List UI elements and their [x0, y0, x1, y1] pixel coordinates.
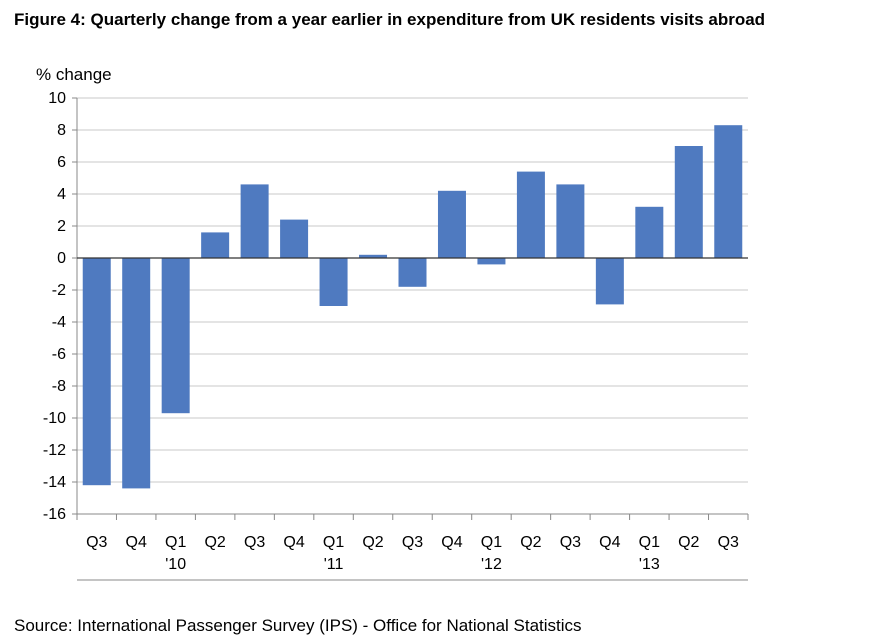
x-tick-label: Q1	[165, 534, 186, 551]
x-tick-label: Q2	[362, 534, 383, 551]
x-tick-label: Q3	[718, 534, 739, 551]
y-tick-label: 8	[57, 122, 66, 139]
x-year-label: '11	[324, 556, 344, 573]
bar	[398, 258, 427, 287]
y-tick-label: 10	[48, 90, 66, 107]
bar	[82, 258, 111, 486]
y-tick-label: 6	[57, 154, 66, 171]
x-tick-label: Q1	[639, 534, 660, 551]
x-tick-label: Q3	[244, 534, 265, 551]
x-tick-label: Q4	[441, 534, 462, 551]
source-note: Source: International Passenger Survey (…	[14, 616, 582, 635]
bar	[477, 258, 506, 265]
x-tick-label: Q3	[86, 534, 107, 551]
y-tick-label: -4	[52, 314, 66, 331]
bar	[201, 232, 230, 258]
x-tick-label: Q1	[481, 534, 502, 551]
bar	[516, 171, 545, 258]
y-tick-label: -12	[43, 442, 66, 459]
x-tick-labels: Q3 Q4 Q1 '10 Q2 Q3 Q4 Q1 '11 Q2 Q3 Q4 Q1 '12 Q2 Q3 Q4 Q1 '…	[86, 534, 739, 573]
y-tick-label: 2	[57, 218, 66, 235]
bar	[635, 206, 664, 258]
y-tick-label: -6	[52, 346, 66, 363]
bar	[122, 258, 151, 489]
x-year-label: '12	[481, 556, 502, 573]
bars	[82, 125, 743, 489]
x-tick-label: Q2	[204, 534, 225, 551]
x-tick-label: Q2	[520, 534, 541, 551]
x-tick-label: Q4	[599, 534, 620, 551]
y-tick-label: -16	[43, 506, 66, 523]
bar	[437, 190, 466, 258]
bar	[674, 146, 703, 258]
y-tick-label: -10	[43, 410, 66, 427]
y-tick-labels: 10 8 6 4 2 0 -2 -4 -6 -8 -10 -12 -14 -16	[43, 90, 66, 523]
x-tick-label: Q4	[126, 534, 147, 551]
x-year-label: '13	[639, 556, 660, 573]
bar	[161, 258, 190, 414]
y-tick-label: -8	[52, 378, 66, 395]
y-axis-label: % change	[36, 65, 112, 84]
bar	[595, 258, 624, 305]
bar	[714, 125, 743, 258]
y-tick-label: 4	[57, 186, 66, 203]
y-tick-label: 0	[57, 250, 66, 267]
y-tick-label: -2	[52, 282, 66, 299]
x-tick-label: Q1	[323, 534, 344, 551]
bar	[359, 254, 388, 258]
y-tick-label: -14	[43, 474, 66, 491]
axes	[72, 97, 749, 581]
x-tick-label: Q3	[560, 534, 581, 551]
bar	[280, 219, 309, 258]
figure-title: Figure 4: Quarterly change from a year e…	[14, 10, 766, 29]
x-year-label: '10	[165, 556, 186, 573]
bar	[556, 184, 585, 258]
bar	[319, 258, 348, 306]
bar	[240, 184, 269, 258]
x-tick-label: Q4	[283, 534, 304, 551]
x-tick-label: Q3	[402, 534, 423, 551]
x-tick-label: Q2	[678, 534, 699, 551]
